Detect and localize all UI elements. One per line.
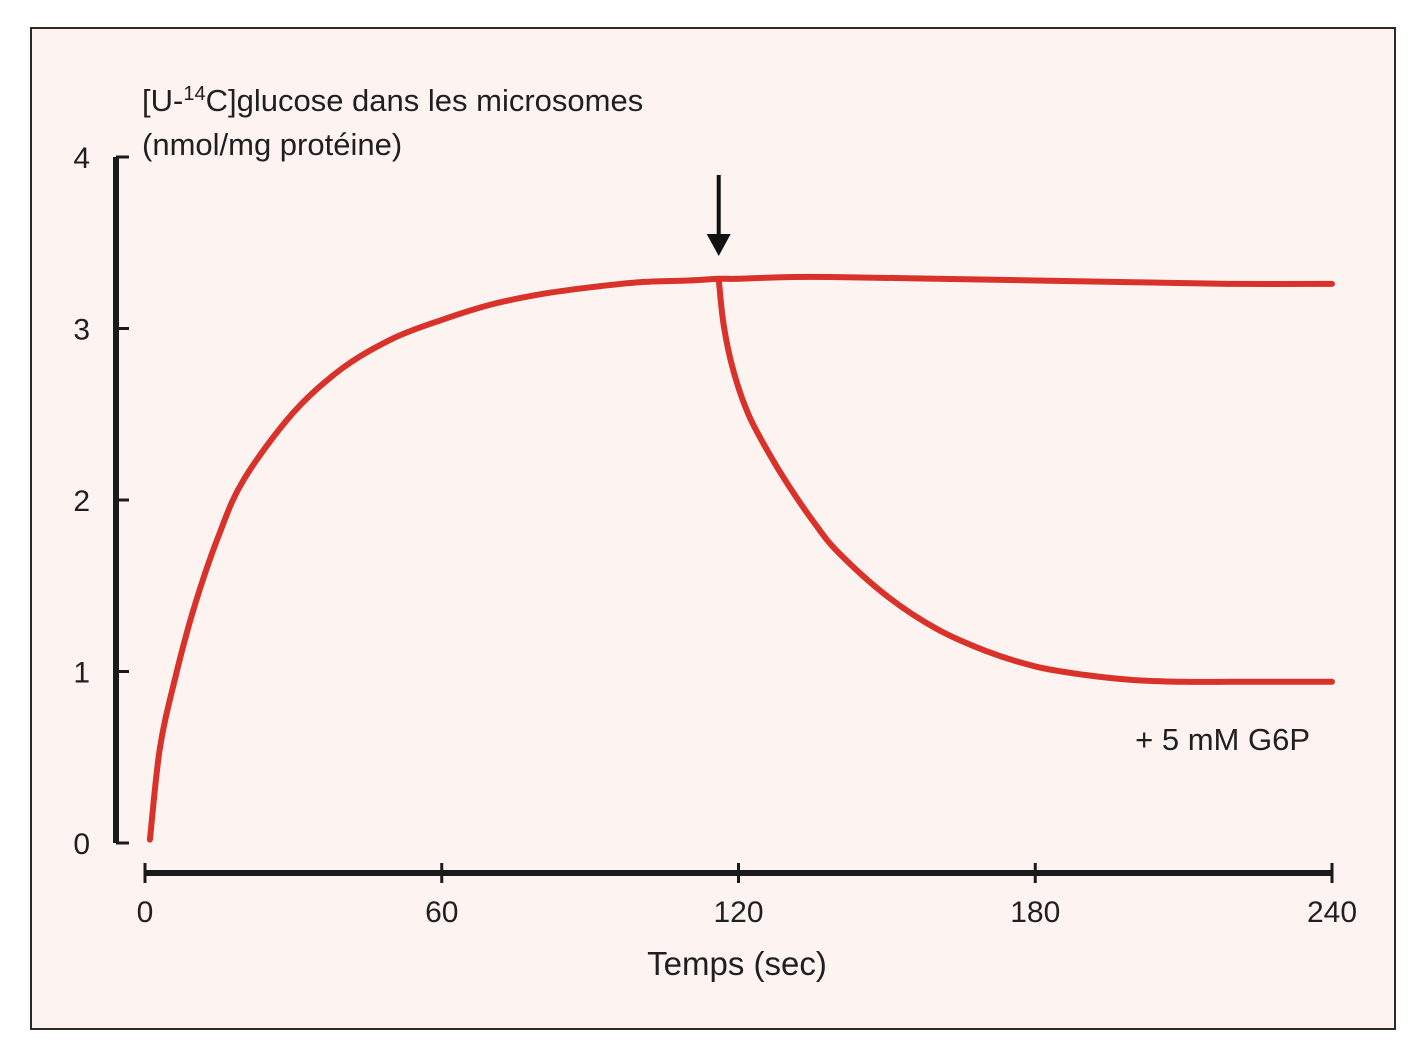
series-line-2 [715,275,1335,685]
x-tick-label: 60 [425,896,458,929]
y-axis-label-line2: (nmol/mg protéine) [142,127,403,162]
x-axis-label: Temps (sec) [647,945,827,982]
series-layer: + 5 mM G6P [146,273,1335,843]
series-line-1 [146,273,1335,843]
x-axis: 0 60 120 180 240 [137,863,1357,929]
series-label: + 5 mM G6P [1135,722,1310,757]
y-tick-label: 3 [73,314,90,347]
x-tick-label: 0 [137,896,154,929]
y-tick-label: 0 [73,828,90,861]
x-tick-label: 180 [1010,896,1060,929]
y-axis: 0 1 2 3 4 [73,142,129,861]
x-tick-label: 240 [1307,896,1357,929]
down-arrow-icon [706,175,731,256]
y-tick-label: 1 [73,657,90,690]
annotation-layer [706,175,731,256]
chart-frame [30,27,1396,1030]
y-tick-label: 4 [73,142,90,175]
y-tick-label: 2 [73,485,90,518]
y-axis-label-line1: [U-14C]glucose dans les microsomes [142,83,644,118]
arrow-head [706,234,731,256]
x-tick-label: 120 [713,896,763,929]
